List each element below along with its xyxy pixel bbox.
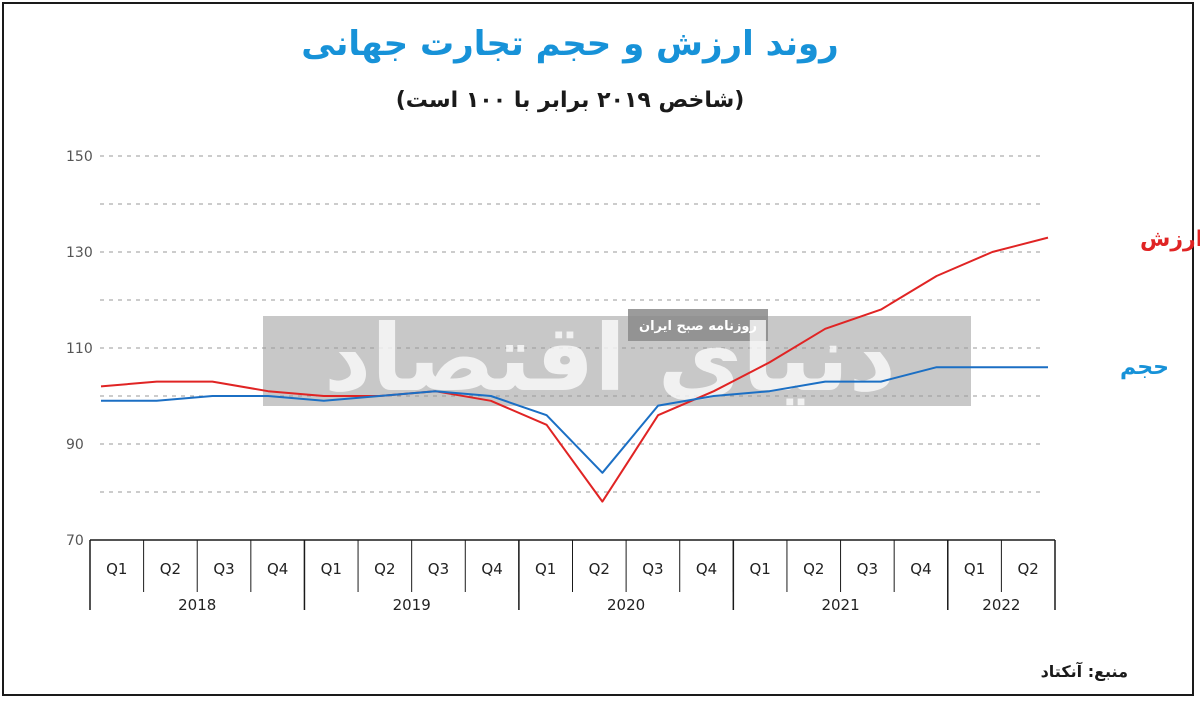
series-label-value: ارزش <box>1140 227 1200 252</box>
x-tick-label: Q1 <box>106 560 127 578</box>
watermark-band <box>263 316 971 406</box>
x-tick-label: Q3 <box>213 560 234 578</box>
x-tick-label: Q3 <box>642 560 663 578</box>
x-tick-label: Q3 <box>857 560 878 578</box>
watermark: روزنامه صبح ایران دنیای اقتصاد <box>263 305 971 412</box>
year-label: 2022 <box>982 596 1020 614</box>
x-tick-label: Q1 <box>535 560 556 578</box>
y-tick-label: 90 <box>66 437 84 453</box>
watermark-badge <box>628 309 768 341</box>
x-tick-label: Q2 <box>589 560 610 578</box>
chart-subtitle: (شاخص ۲۰۱۹ برابر با ۱۰۰ است) <box>395 88 745 113</box>
x-tick-label: Q1 <box>964 560 985 578</box>
watermark-text: روزنامه صبح ایران <box>639 319 757 334</box>
source-note: منبع: آنکتاد <box>1040 662 1128 681</box>
x-tick-label: Q1 <box>749 560 770 578</box>
series-lines <box>100 236 1049 503</box>
y-tick-label: 130 <box>66 245 93 261</box>
series-line-volume <box>101 366 1048 474</box>
x-axis: Q1 Q2 Q3 Q4 Q1 Q2 Q3 Q4 Q1 Q2 Q3 Q4 Q1 Q2 Q3 Q4 Q1 Q2 2018… <box>89 539 1056 614</box>
x-tick-label: Q4 <box>910 560 931 578</box>
y-tick-label: 150 <box>66 149 93 165</box>
series-line-value <box>100 236 1049 503</box>
x-tick-label: Q2 <box>374 560 395 578</box>
y-tick-label: 110 <box>66 341 93 357</box>
year-label: 2019 <box>393 596 431 614</box>
series-label-volume: حجم <box>1120 355 1169 380</box>
y-axis-ticks: 70 90 110 130 150 <box>66 149 93 549</box>
x-tick-label: Q4 <box>481 560 502 578</box>
year-label: 2018 <box>178 596 216 614</box>
x-tick-label: Q2 <box>1018 560 1039 578</box>
year-label: 2021 <box>821 596 859 614</box>
x-tick-label: Q4 <box>696 560 717 578</box>
y-tick-label: 70 <box>66 533 84 549</box>
x-tick-label: Q3 <box>428 560 449 578</box>
x-tick-label: Q1 <box>321 560 342 578</box>
x-tick-label: Q2 <box>803 560 824 578</box>
x-tick-label: Q2 <box>160 560 181 578</box>
watermark-logo: دنیای اقتصاد <box>324 305 896 412</box>
x-tick-label: Q4 <box>267 560 288 578</box>
year-label: 2020 <box>607 596 645 614</box>
chart-title: روند ارزش و حجم تجارت جهانی <box>301 24 839 64</box>
